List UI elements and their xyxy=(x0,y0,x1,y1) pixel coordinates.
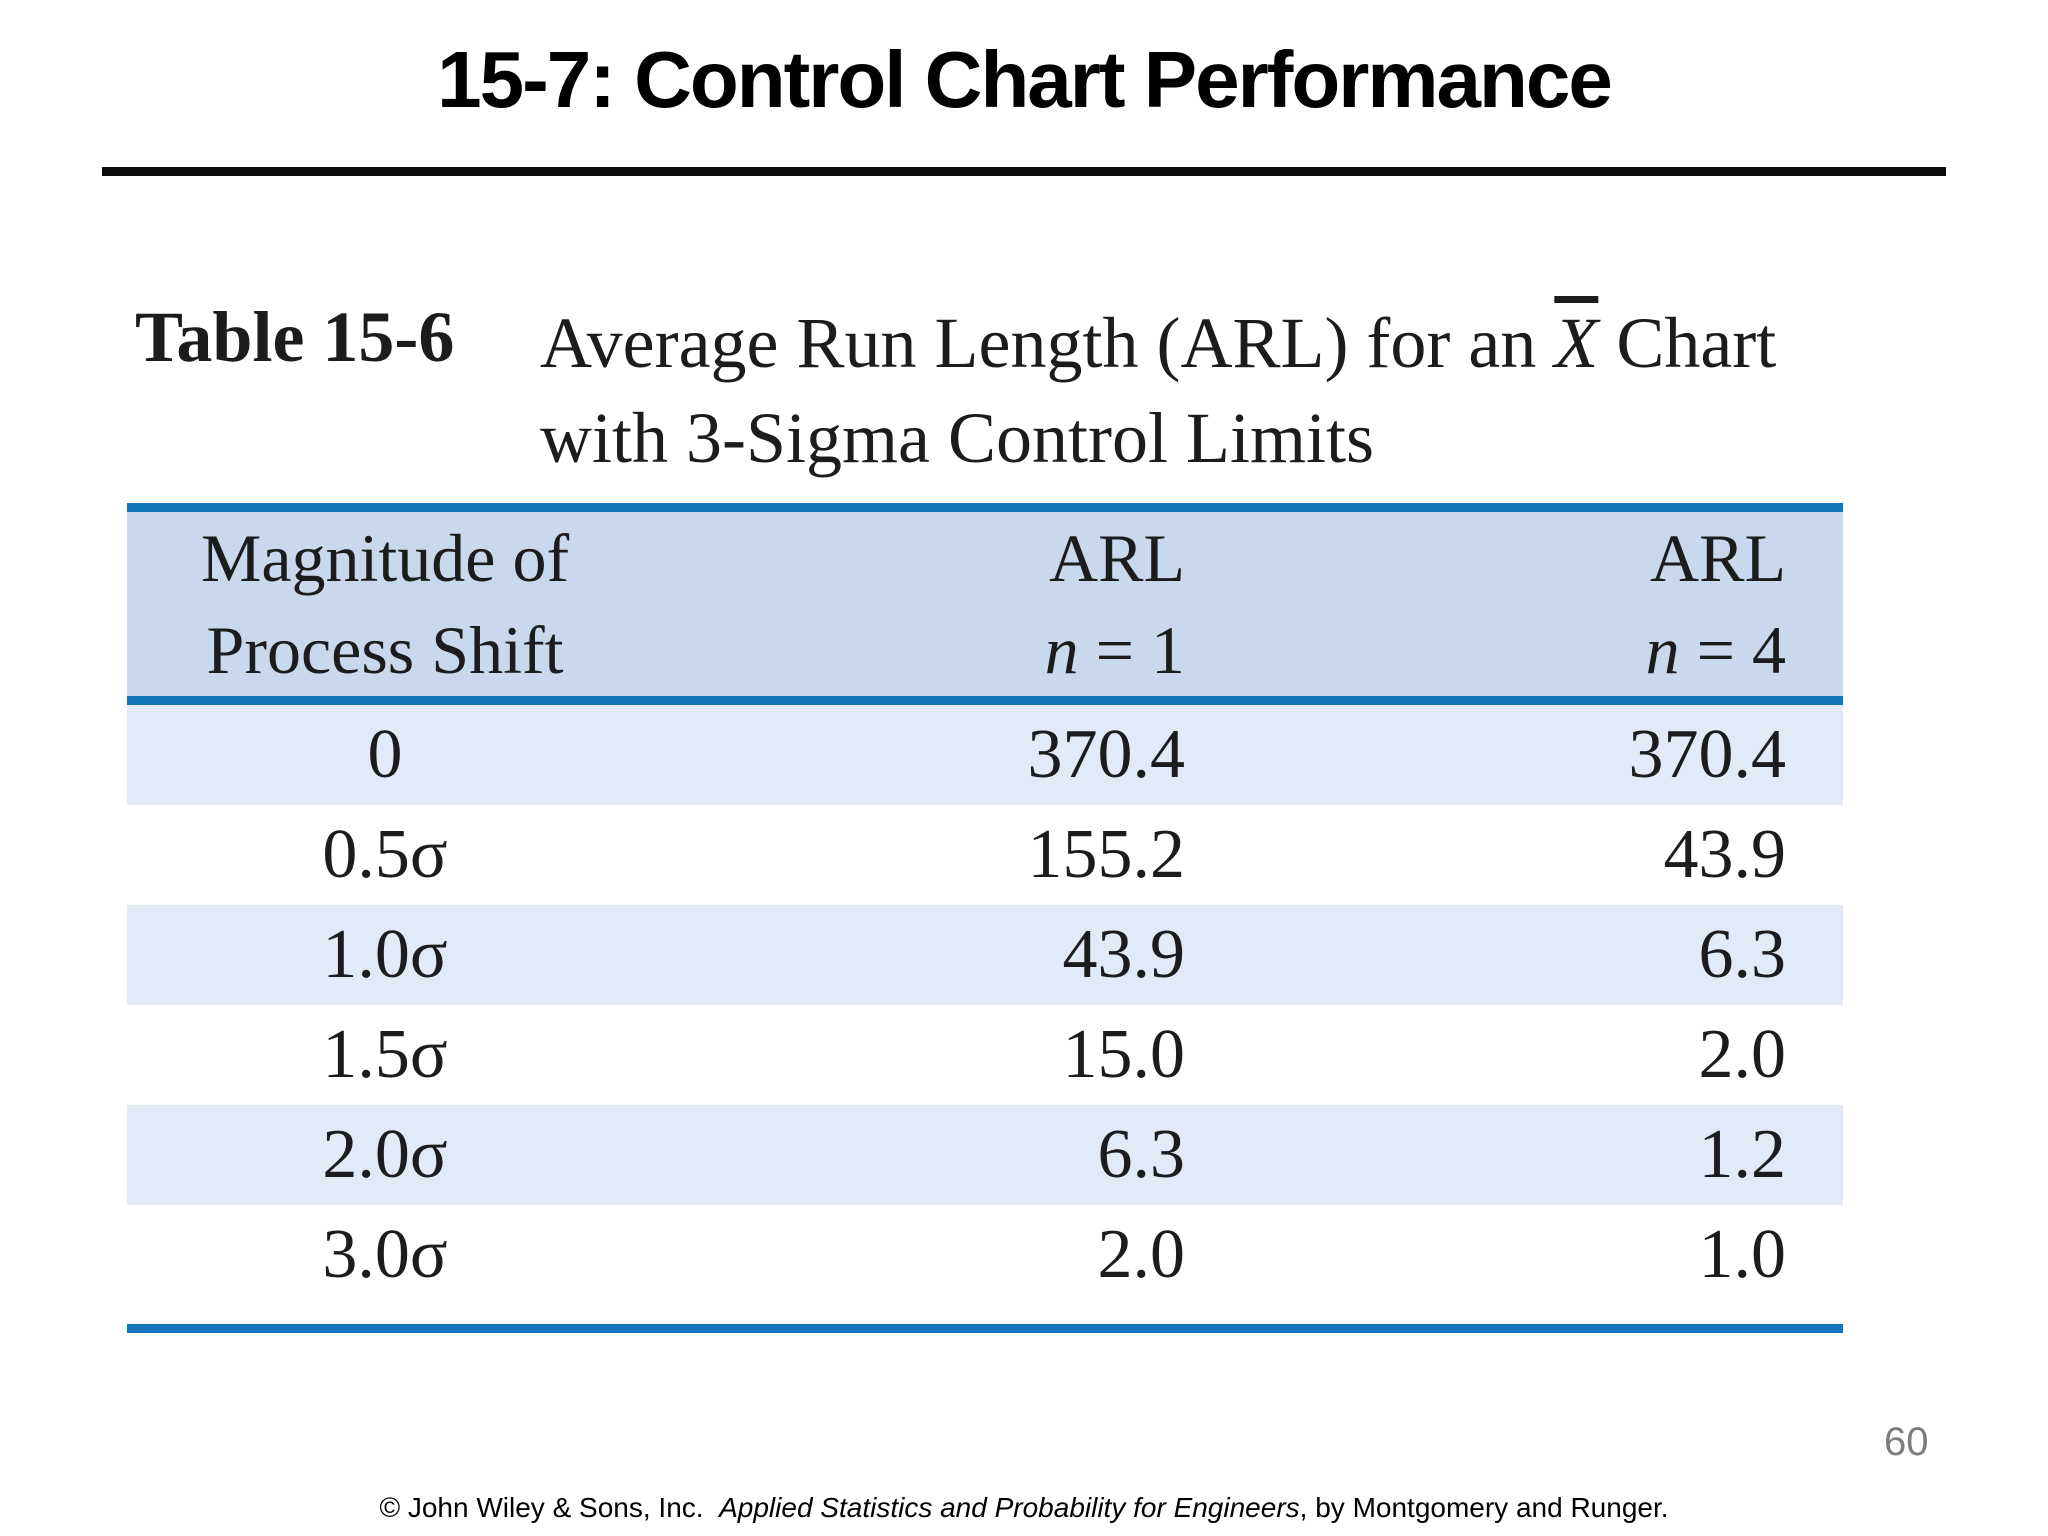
caption-line1-suffix: Chart xyxy=(1598,303,1777,383)
table-bottom-gap xyxy=(127,1305,1843,1324)
table-row: 0.5σ 155.2 43.9 xyxy=(127,805,1843,905)
footer-authors-text: , by Montgomery and Runger. xyxy=(1299,1492,1669,1523)
table-row: 2.0σ 6.3 1.2 xyxy=(127,1105,1843,1205)
arl-table: Magnitude of Process Shift ARL n = 1 ARL… xyxy=(127,503,1843,1333)
header-n-equals-4: n = 4 xyxy=(1259,604,1786,696)
table-row: 1.0σ 43.9 6.3 xyxy=(127,905,1843,1005)
cell-arl-n1: 2.0 xyxy=(643,1205,1259,1305)
cell-arl-n1: 6.3 xyxy=(643,1105,1259,1205)
cell-arl-n1: 370.4 xyxy=(643,700,1259,805)
cell-shift: 1.0σ xyxy=(127,905,643,1005)
n-variable: n xyxy=(1645,612,1680,688)
page-number: 60 xyxy=(1884,1420,1929,1464)
header-line-process-shift: Process Shift xyxy=(206,612,564,688)
x-bar-symbol: X xyxy=(1554,303,1599,383)
cell-arl-n1: 155.2 xyxy=(643,805,1259,905)
cell-arl-n4: 6.3 xyxy=(1259,905,1843,1005)
title-divider-line xyxy=(102,167,1946,176)
cell-arl-n4: 2.0 xyxy=(1259,1005,1843,1105)
header-arl-label-n4: ARL xyxy=(1650,520,1786,596)
table-caption-line2: with 3-Sigma Control Limits xyxy=(540,398,1375,478)
table-bottom-border xyxy=(127,1324,1843,1333)
table-row: 1.5σ 15.0 2.0 xyxy=(127,1005,1843,1105)
cell-arl-n4: 1.0 xyxy=(1259,1205,1843,1305)
cell-shift: 0.5σ xyxy=(127,805,643,905)
header-magnitude-of-process-shift: Magnitude of Process Shift xyxy=(127,507,643,705)
table-row: 3.0σ 2.0 1.0 xyxy=(127,1205,1843,1305)
header-n-equals-1: n = 1 xyxy=(643,604,1185,696)
table-caption-label: Table 15-6 xyxy=(135,297,455,377)
n-variable: n xyxy=(1044,612,1079,688)
footer-copyright-text: © John Wiley & Sons, Inc. xyxy=(379,1492,720,1523)
cell-shift: 0 xyxy=(127,700,643,805)
table-caption-line1: Average Run Length (ARL) for an X Chart xyxy=(540,296,1776,391)
footer-book-title: Applied Statistics and Probability for E… xyxy=(719,1492,1300,1523)
n4-value: = 4 xyxy=(1679,612,1786,688)
cell-shift: 1.5σ xyxy=(127,1005,643,1105)
cell-arl-n4: 370.4 xyxy=(1259,700,1843,805)
table-row: 0 370.4 370.4 xyxy=(127,700,1843,805)
n1-value: = 1 xyxy=(1078,612,1185,688)
header-arl-n4: ARL n = 4 xyxy=(1259,507,1843,705)
cell-arl-n1: 15.0 xyxy=(643,1005,1259,1105)
arl-data-table: Magnitude of Process Shift ARL n = 1 ARL… xyxy=(127,503,1843,1305)
cell-arl-n1: 43.9 xyxy=(643,905,1259,1005)
cell-arl-n4: 43.9 xyxy=(1259,805,1843,905)
header-arl-n1: ARL n = 1 xyxy=(643,507,1259,705)
table-header-row: Magnitude of Process Shift ARL n = 1 ARL… xyxy=(127,507,1843,705)
cell-arl-n4: 1.2 xyxy=(1259,1105,1843,1205)
cell-shift: 2.0σ xyxy=(127,1105,643,1205)
table-caption-text: Average Run Length (ARL) for an X Chart … xyxy=(540,296,1776,486)
slide-title: 15-7: Control Chart Performance xyxy=(437,35,1613,124)
cell-shift: 3.0σ xyxy=(127,1205,643,1305)
caption-line1-prefix: Average Run Length (ARL) for an xyxy=(540,303,1555,383)
header-arl-label-n1: ARL xyxy=(1049,520,1185,596)
copyright-footer: © John Wiley & Sons, Inc. Applied Statis… xyxy=(0,1492,2048,1524)
header-line-magnitude: Magnitude of xyxy=(200,520,570,596)
